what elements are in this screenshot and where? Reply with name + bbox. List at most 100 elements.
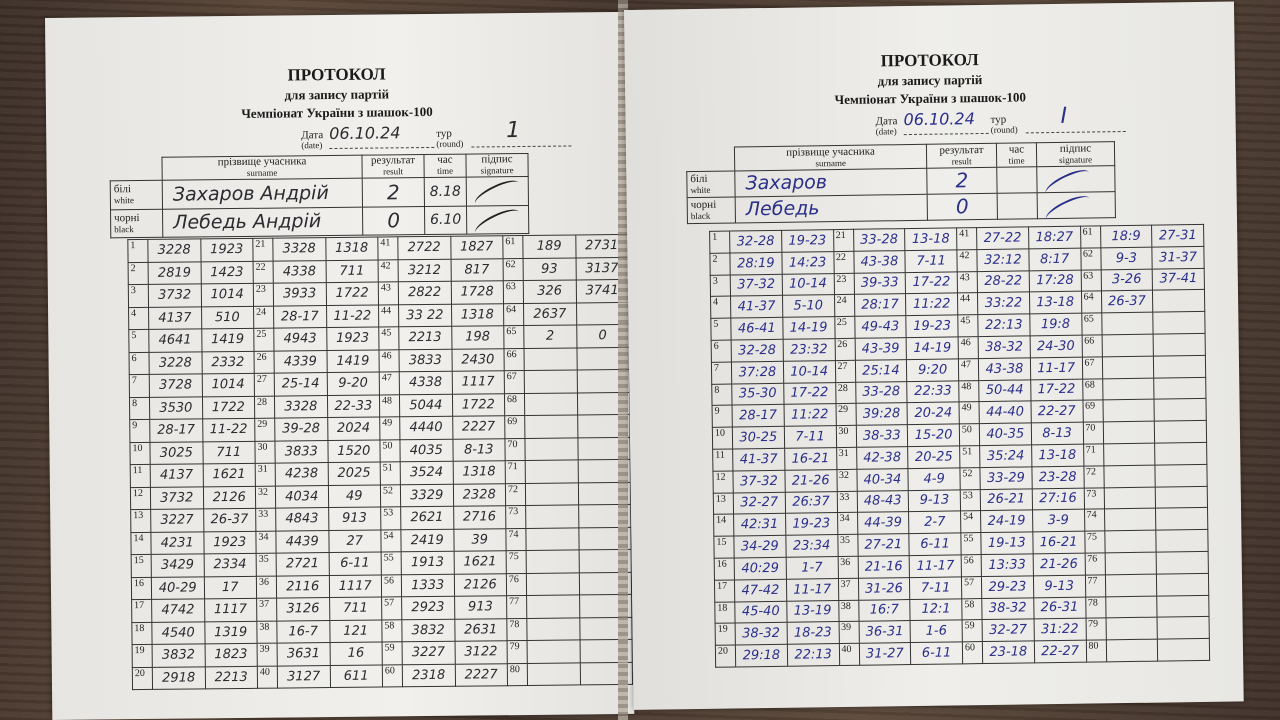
move-black [1157,616,1210,640]
black-time [997,192,1038,220]
move-number: 52 [380,484,401,508]
move-number: 16 [714,557,735,581]
move-white [527,639,580,663]
move-black [1154,442,1207,465]
white-label-ua: білі [113,183,132,196]
move-white: 2721 [276,552,329,576]
move-white: 3933 [273,282,327,306]
move-white: 3228 [147,238,201,262]
move-black: 817 [450,258,504,282]
move-number: 67 [504,370,525,394]
move-white [523,347,577,371]
move-number: 27 [254,373,275,396]
move-number: 23 [833,272,854,295]
move-number: 22 [253,260,274,284]
move-white [524,414,578,438]
move-black: 22-33 [326,394,380,418]
move-number: 39 [838,621,859,644]
black-signature [466,205,529,235]
white-label-en: white [113,195,134,206]
move-black: 31-37 [1152,246,1205,269]
move-white: 25-14 [274,372,327,396]
move-black: 22-27 [1034,640,1087,663]
move-number: 75 [1084,531,1105,554]
move-number: 28 [254,395,275,419]
move-black: 1319 [204,620,258,644]
move-number: 59 [382,641,403,665]
signature-scribble [1042,165,1093,193]
black-time: 6.10 [424,206,467,235]
move-black [1155,464,1208,487]
move-white [524,369,577,393]
move-white: 24-19 [980,510,1033,533]
move-white: 2637 [523,302,577,326]
move-black: 22:33 [906,380,960,403]
move-black: 121 [329,619,383,643]
black-label: чорні black [687,196,736,224]
move-number: 13 [130,509,151,533]
move-white: 29-23 [981,575,1034,599]
move-black: 16-21 [784,447,837,471]
move-white [1105,595,1158,619]
move-number: 10 [712,427,733,450]
move-white: 3429 [151,553,204,577]
move-number: 46 [958,336,979,359]
move-number: 2 [709,252,731,275]
move-black: 11:22 [783,403,836,427]
move-number: 69 [504,415,525,439]
move-white [526,549,579,573]
move-number: 4 [128,306,149,330]
move-black: 6-11 [909,533,962,556]
move-number: 12 [712,470,734,493]
black-result: 0 [927,193,998,221]
move-number: 54 [380,529,402,553]
move-black: 24-30 [1029,335,1082,358]
move-number: 48 [379,394,400,418]
date-label: Дата (date) [301,129,323,150]
move-white [1104,508,1157,532]
players-table: прізвище учасника surname результат result ч… [686,141,1116,224]
move-white: 3227 [402,641,455,665]
move-number: 75 [506,550,527,574]
move-white: 41-37 [730,295,783,319]
time-header-ua: час [437,154,453,166]
move-number: 40 [838,643,860,666]
move-number: 31 [255,463,276,486]
blank-cell [110,157,162,181]
white-signature [1036,165,1116,193]
signature-scribble [471,176,522,207]
move-number: 44 [957,292,978,316]
move-black: 21-26 [1032,553,1085,576]
move-black: 913 [328,507,381,531]
move-black: 11-22 [202,418,255,442]
move-white: 4338 [399,371,452,395]
move-number: 63 [1080,269,1101,292]
move-black [1156,551,1209,574]
date-label-en: (date) [875,126,897,137]
move-white: 2918 [152,666,206,690]
move-number: 26 [834,338,855,361]
move-white: 26-21 [980,488,1033,511]
round-line [1025,131,1126,134]
move-black: 26-31 [1033,596,1086,620]
black-player-name: Лебедь [735,194,928,223]
move-number: 22 [833,251,854,274]
move-white: 46-41 [730,317,783,341]
move-white: 16-7 [276,620,330,644]
move-black [1156,529,1209,553]
move-white: 38-33 [855,424,908,448]
move-white: 35-30 [731,382,784,406]
black-label-ua: чорні [114,211,140,224]
move-number: 43 [378,281,399,305]
move-number: 47 [379,371,400,395]
move-white: 39-33 [853,272,906,295]
move-number: 7 [711,361,732,384]
move-number: 60 [962,641,983,664]
move-black: 7-11 [905,249,958,273]
move-white: 44-40 [979,401,1032,424]
move-white: 2819 [148,261,201,285]
move-number: 36 [837,556,858,579]
move-white: 189 [522,234,576,259]
move-number: 45 [378,326,399,350]
move-white: 2722 [397,236,451,260]
